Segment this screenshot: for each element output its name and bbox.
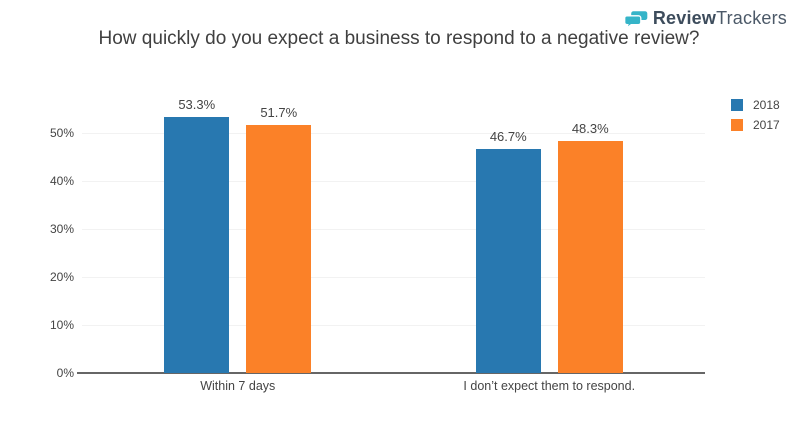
logo-brand-trackers: Trackers	[716, 7, 787, 28]
bar-value-label: 51.7%	[260, 104, 298, 120]
legend-item-2017[interactable]: 2017	[731, 118, 780, 132]
plot-area: 0% 10% 20% 30% 40% 50% Within 7 days 53.3% 51.7%…	[50, 85, 705, 393]
bar-value-label: 46.7%	[489, 128, 527, 144]
x-axis-category-label: I don’t expect them to respond.	[463, 379, 636, 393]
bar-2018-2	[475, 148, 541, 373]
bar-2017-1	[246, 124, 312, 373]
y-axis-tick-label: 30%	[49, 222, 74, 236]
x-axis-category-label: Within 7 days	[200, 379, 276, 393]
bar-value-label: 48.3%	[571, 121, 609, 137]
y-axis-tick-label: 40%	[49, 174, 74, 188]
y-axis-tick-label: 0%	[56, 366, 74, 380]
legend-label-2017: 2017	[753, 118, 780, 132]
legend: 2018 2017	[731, 98, 780, 138]
reviewtrackers-logo: ReviewTrackers	[623, 7, 787, 29]
gridline	[82, 229, 705, 230]
bar-2018-1	[164, 117, 230, 373]
chart-title: How quickly do you expect a business to …	[98, 28, 700, 49]
legend-swatch-2018	[731, 99, 743, 111]
legend-swatch-2017	[731, 119, 743, 131]
logo-text: ReviewTrackers	[653, 8, 787, 29]
speech-bubbles-icon	[623, 11, 648, 29]
gridline	[82, 277, 705, 278]
legend-item-2018[interactable]: 2018	[731, 98, 780, 112]
gridline	[82, 181, 705, 182]
gridline	[82, 133, 705, 134]
legend-label-2018: 2018	[753, 98, 780, 112]
y-axis-tick-label: 50%	[49, 126, 74, 140]
gridline	[82, 325, 705, 326]
y-axis-tick-label: 10%	[49, 318, 74, 332]
logo-brand-review: Review	[652, 7, 717, 28]
x-axis-line	[77, 372, 705, 374]
y-axis-tick-label: 20%	[49, 270, 74, 284]
bar-value-label: 53.3%	[178, 97, 216, 113]
bar-2017-2	[557, 141, 623, 373]
